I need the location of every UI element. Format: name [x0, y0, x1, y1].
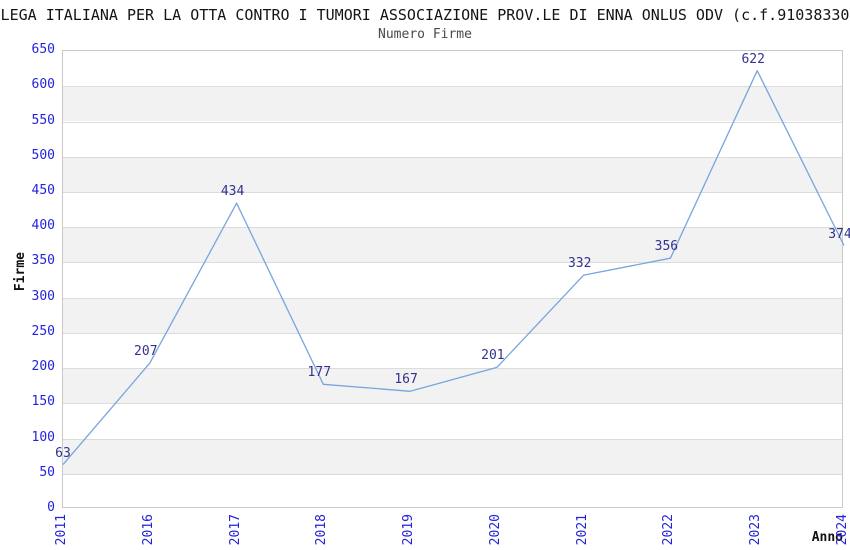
gridline — [63, 438, 842, 440]
grid-band — [63, 297, 842, 333]
grid-band — [63, 368, 842, 404]
x-axis-title: Anno — [811, 530, 843, 545]
gridline — [63, 262, 842, 264]
y-tick-label: 250 — [31, 323, 55, 339]
gridline — [63, 121, 842, 123]
data-point-label: 622 — [741, 51, 765, 67]
chart-title: LEGA ITALIANA PER LA OTTA CONTRO I TUMOR… — [0, 6, 850, 24]
data-point-label: 167 — [394, 372, 418, 388]
gridline — [63, 403, 842, 405]
y-tick-label: 350 — [31, 253, 55, 269]
x-tick-label: 2022 — [661, 514, 677, 546]
x-tick-label: 2023 — [748, 514, 764, 546]
gridline — [63, 332, 842, 334]
x-tick-label: 2017 — [227, 514, 243, 546]
gridline — [63, 473, 842, 475]
y-tick-label: 400 — [31, 218, 55, 234]
grid-band — [63, 86, 842, 122]
chart-subtitle: Numero Firme — [378, 27, 472, 42]
y-tick-label: 150 — [31, 394, 55, 410]
data-point-label: 63 — [55, 445, 71, 461]
x-tick-label: 2024 — [835, 514, 850, 546]
x-tick-label: 2020 — [487, 514, 503, 546]
grid-band — [63, 227, 842, 263]
data-point-label: 177 — [307, 365, 332, 381]
gridline — [63, 156, 842, 158]
grid-band — [63, 156, 842, 192]
data-point-label: 332 — [567, 256, 592, 272]
data-point-label: 201 — [481, 348, 505, 364]
x-tick-label: 2019 — [401, 514, 417, 546]
y-tick-label: 500 — [31, 147, 55, 163]
data-point-label: 434 — [220, 184, 245, 200]
gridline — [63, 297, 842, 299]
y-tick-label: 650 — [31, 42, 55, 57]
y-tick-label: 50 — [39, 464, 55, 480]
x-tick-label: 2021 — [574, 514, 590, 546]
gridline — [63, 227, 842, 229]
x-tick-label: 2018 — [314, 514, 330, 546]
y-tick-label: 450 — [31, 182, 55, 198]
gridline — [63, 86, 842, 88]
y-tick-label: 100 — [31, 429, 55, 445]
grid-band — [63, 438, 842, 474]
y-tick-label: 300 — [31, 288, 55, 304]
x-tick-label: 2011 — [54, 514, 69, 546]
plot-area: 63 207 434 177 167 201 332 356 622 374 — [55, 50, 850, 508]
x-tick-label: 2016 — [140, 514, 156, 546]
data-point-label: 374 — [828, 226, 850, 242]
y-tick-label: 600 — [31, 77, 55, 93]
line-series — [62, 70, 845, 466]
y-tick-label: 200 — [31, 359, 55, 375]
data-point-label: 356 — [654, 239, 679, 255]
y-tick-label: 550 — [31, 112, 55, 128]
data-point-label: 207 — [134, 344, 158, 360]
gridline — [63, 191, 842, 193]
gridline — [63, 368, 842, 370]
y-tick-label: 0 — [47, 500, 55, 515]
